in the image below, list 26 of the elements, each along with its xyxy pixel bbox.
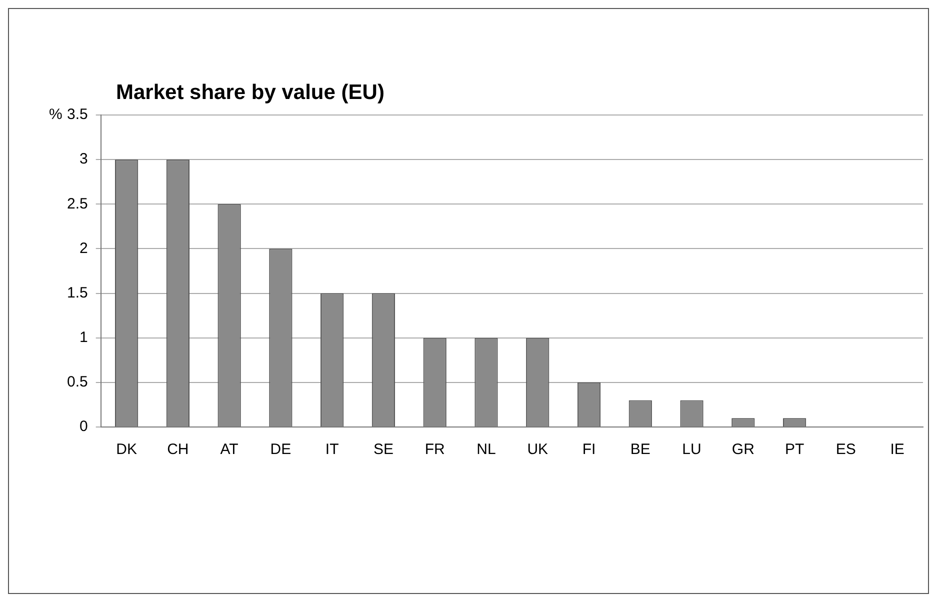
x-tick-label: UK xyxy=(527,441,548,458)
x-tick-label: LU xyxy=(682,441,702,458)
x-tick-label: AT xyxy=(220,441,238,458)
x-tick-label: FR xyxy=(424,441,446,458)
x-tick-label: DE xyxy=(270,441,292,458)
y-tick-label: 1 xyxy=(80,329,88,346)
x-tick-label: IT xyxy=(325,441,339,458)
x-tick-label: GR xyxy=(732,441,755,458)
y-tick-label: 2 xyxy=(80,240,88,257)
x-tick-label: PT xyxy=(784,441,804,458)
y-tick-label: 3.5 xyxy=(66,106,88,124)
y-tick-label: 1.5 xyxy=(66,284,88,302)
x-tick-label: BE xyxy=(630,441,650,458)
x-tick-label: CH xyxy=(167,441,189,458)
y-tick-label: 3 xyxy=(80,150,88,168)
y-tick-label: 2.5 xyxy=(66,195,88,212)
x-tick-label: SE xyxy=(373,441,394,458)
x-tick-label: FI xyxy=(582,441,596,458)
y-tick-label: 0.5 xyxy=(66,374,88,391)
y-axis-title: % xyxy=(49,106,62,124)
chart-title: Market share by value (EU) xyxy=(116,81,384,104)
x-tick-label: IE xyxy=(890,441,904,458)
x-tick-label: DK xyxy=(116,441,137,458)
x-tick-label: ES xyxy=(836,441,856,458)
x-tick-label: NL xyxy=(476,441,496,458)
y-tick-label: 0 xyxy=(80,418,88,436)
